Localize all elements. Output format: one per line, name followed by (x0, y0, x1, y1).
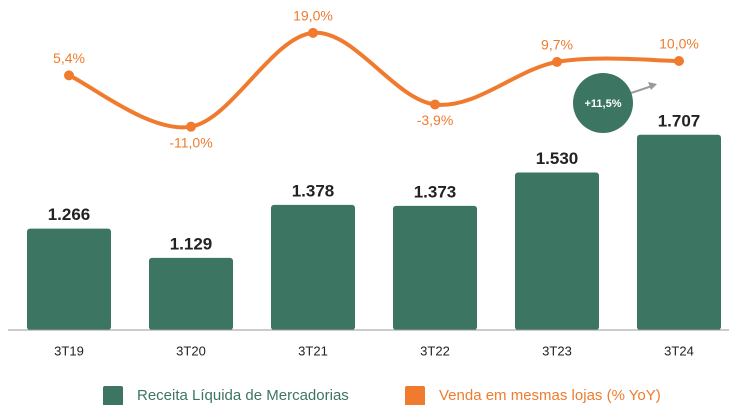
bar-value-label: 1.373 (414, 182, 457, 201)
bar-value-label: 1.707 (658, 111, 701, 130)
legend-label: Venda em mesmas lojas (% YoY) (439, 387, 661, 404)
bar (149, 257, 233, 330)
line-value-label: 10,0% (659, 36, 699, 52)
x-tick-label: 3T24 (664, 343, 694, 358)
line-point (552, 56, 562, 67)
bar (271, 204, 355, 330)
line-point (308, 27, 318, 38)
line-value-label: 9,7% (541, 37, 573, 53)
x-tick-label: 3T19 (54, 343, 84, 358)
bar-value-label: 1.129 (170, 234, 213, 253)
legend-swatch (103, 386, 123, 405)
legend-label: Receita Líquida de Mercadorias (137, 387, 349, 404)
annotation: +11,5% (584, 98, 621, 110)
line-point (430, 99, 440, 110)
bar-value-label: 1.266 (48, 205, 91, 224)
bar (637, 134, 721, 330)
line-point (186, 121, 196, 132)
bar (515, 172, 599, 330)
x-tick-label: 3T20 (176, 343, 206, 358)
bar-value-label: 1.378 (292, 181, 335, 200)
line-point (674, 55, 684, 66)
x-tick-label: 3T21 (298, 343, 328, 358)
bar (393, 205, 477, 330)
annotation-arrowhead (648, 82, 657, 90)
line-point (64, 70, 74, 81)
bar-value-label: 1.530 (536, 149, 579, 168)
line-value-label: 5,4% (53, 50, 85, 66)
line-value-label: -3,9% (417, 112, 454, 128)
legend-swatch (405, 386, 425, 405)
line (68, 30, 680, 130)
line-value-label: -11,0% (169, 134, 212, 150)
x-tick-label: 3T23 (542, 343, 572, 358)
line-value-label: 19,0% (293, 8, 333, 24)
x-tick-label: 3T22 (420, 343, 450, 358)
bar (27, 228, 111, 330)
annotation-circle (573, 73, 633, 133)
